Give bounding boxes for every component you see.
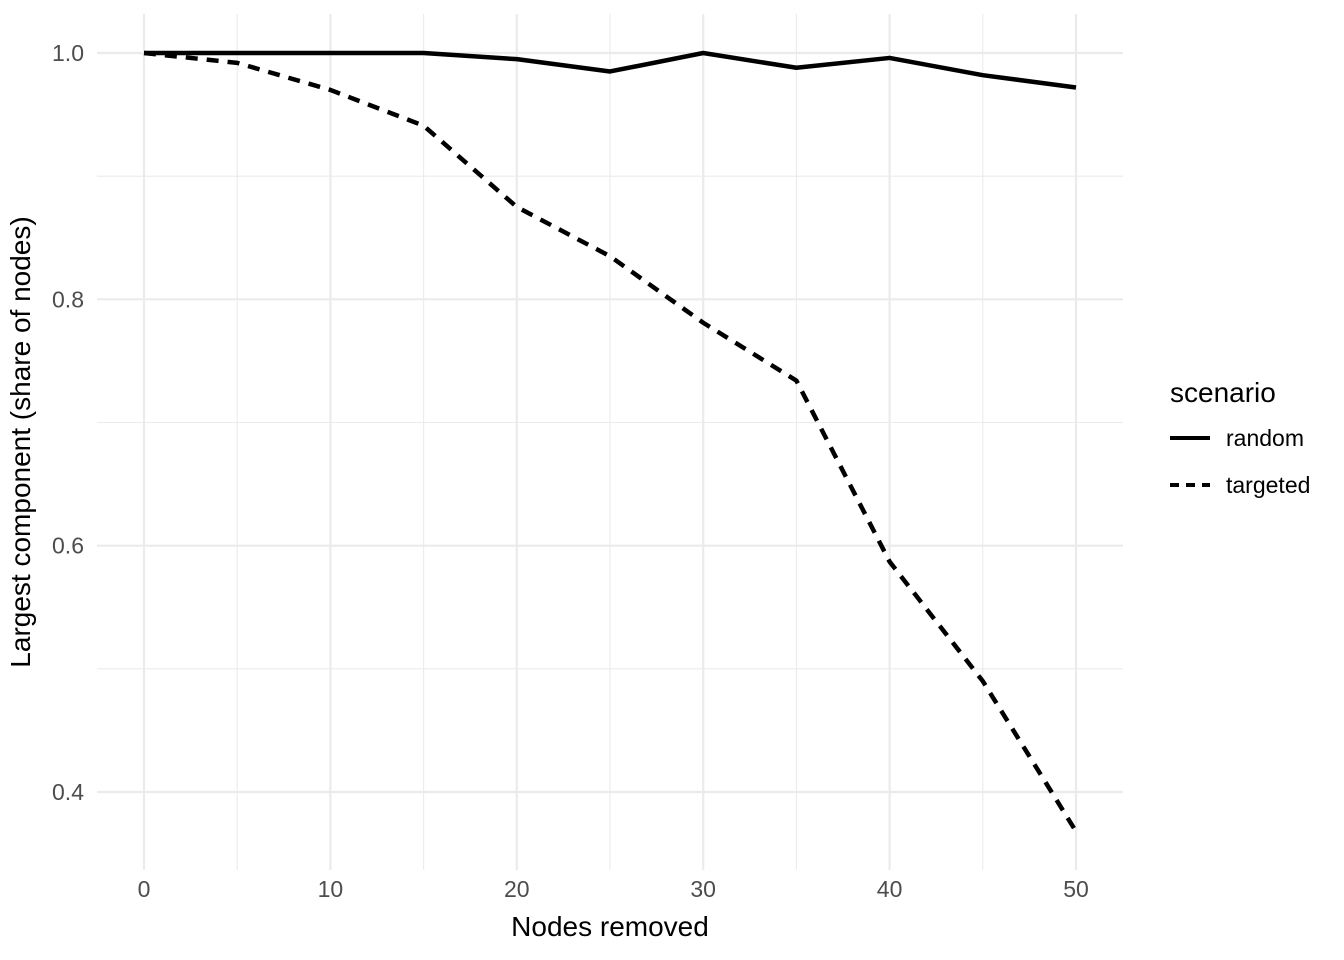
y-tick-label: 1.0 — [52, 40, 84, 66]
x-tick-label: 20 — [504, 876, 530, 902]
x-axis-title: Nodes removed — [511, 911, 709, 942]
x-tick-label: 50 — [1063, 876, 1089, 902]
legend-entries: random targeted — [1170, 424, 1310, 499]
series-line-targeted — [143, 50, 1078, 833]
x-tick-label: 40 — [877, 876, 903, 902]
series-lines — [143, 50, 1078, 833]
legend-entry-random: random — [1170, 424, 1310, 452]
legend: scenario random targeted — [1170, 376, 1310, 499]
legend-label: targeted — [1226, 471, 1311, 498]
axis-tick-labels: 0 10 20 30 40 50 0.4 0.6 0.8 1.0 — [52, 40, 1089, 902]
dashed-line-sample-icon — [1170, 482, 1210, 488]
legend-label: random — [1226, 424, 1304, 451]
x-tick-label: 10 — [318, 876, 344, 902]
x-tick-label: 30 — [690, 876, 716, 902]
gridlines-minor — [97, 14, 1123, 870]
x-tick-label: 0 — [138, 876, 151, 902]
legend-key-solid-line-icon — [1170, 424, 1210, 452]
solid-line-sample-icon — [1170, 435, 1210, 441]
y-tick-label: 0.8 — [52, 286, 84, 312]
gridlines-major — [97, 14, 1123, 870]
y-tick-label: 0.6 — [52, 533, 84, 559]
series-line-random — [144, 50, 1077, 90]
legend-key-dashed-line-icon — [1170, 471, 1210, 499]
legend-title: scenario — [1170, 377, 1276, 408]
y-tick-label: 0.4 — [52, 779, 84, 805]
legend-entry-targeted: targeted — [1170, 471, 1310, 499]
y-axis-title: Largest component (share of nodes) — [5, 216, 36, 667]
